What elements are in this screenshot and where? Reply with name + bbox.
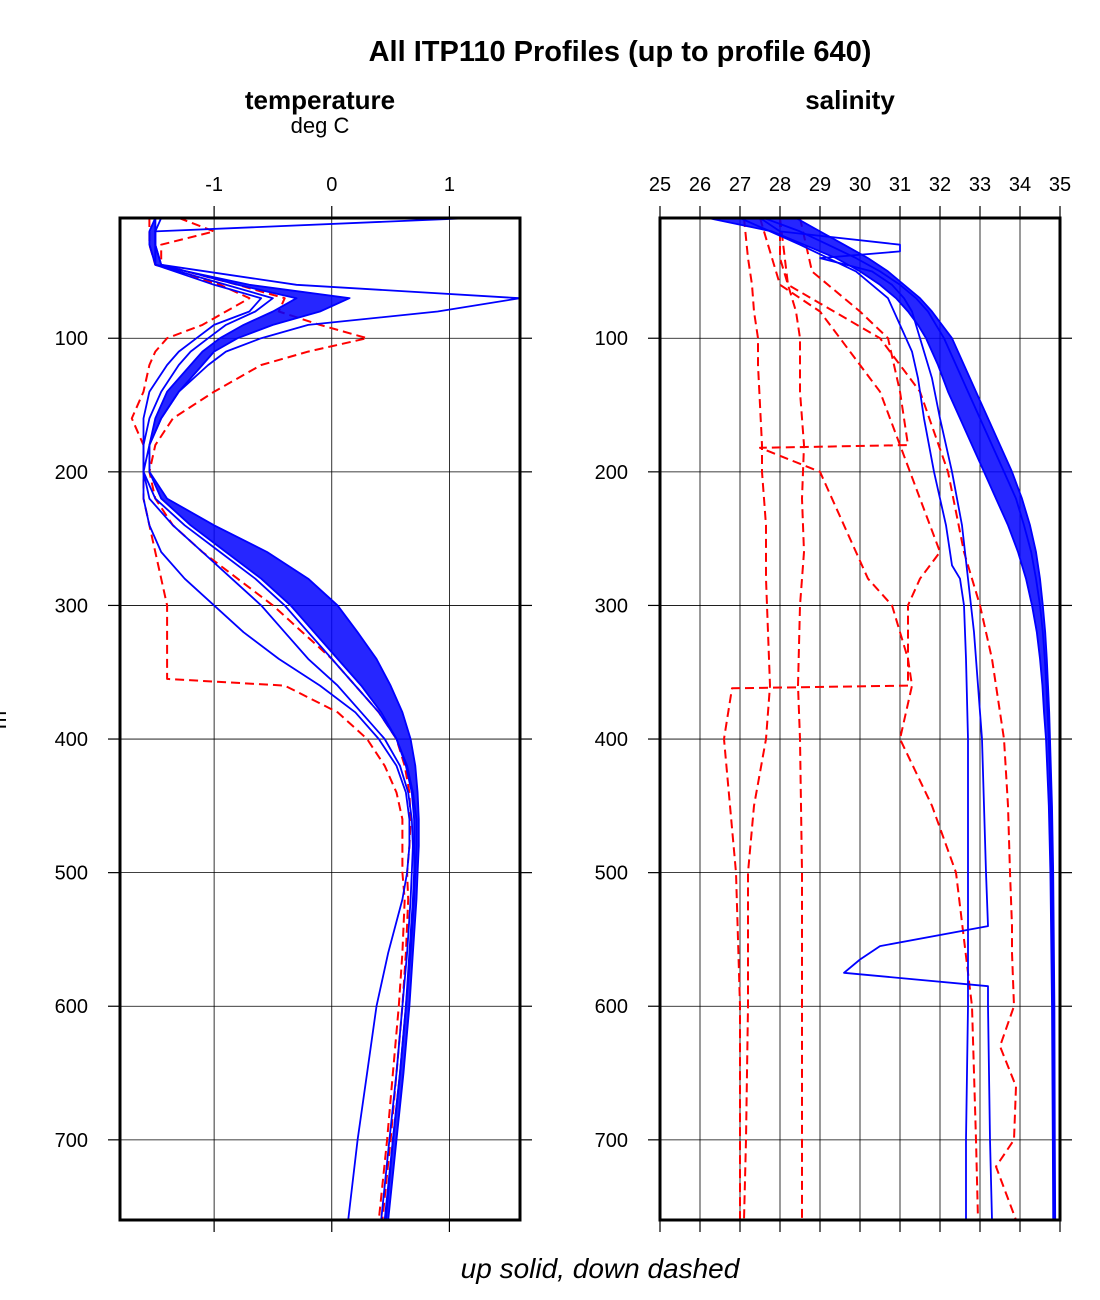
- temperature-y-tick-label: 300: [55, 595, 88, 617]
- salinity-y-tick-label: 600: [595, 996, 628, 1018]
- salinity-x-tick-label: 25: [649, 174, 671, 196]
- salinity-y-tick-label: 200: [595, 462, 628, 484]
- salinity-x-tick-label: 28: [769, 174, 791, 196]
- salinity-up-profile-line: [763, 218, 1056, 1220]
- temperature-panel: -1 0 1 100 200 300 400 500 600 700: [55, 174, 532, 1232]
- temperature-grid: [120, 218, 520, 1220]
- salinity-y-tick-label: 300: [595, 595, 628, 617]
- temperature-profiles: [130, 218, 520, 1220]
- salinity-up-profile-line: [739, 218, 969, 1220]
- temperature-profile-group: [130, 218, 520, 1220]
- salinity-up-profile-band: [707, 218, 1056, 1220]
- salinity-x-tick-label: 32: [929, 174, 951, 196]
- temperature-x-tick-label: -1: [205, 174, 223, 196]
- salinity-y-tick-label: 400: [595, 729, 628, 751]
- salinity-x-tick-label: 31: [889, 174, 911, 196]
- temperature-up-profile-line: [142, 218, 411, 1220]
- temperature-y-tick-label: 200: [55, 462, 88, 484]
- salinity-y-tick-label: 100: [595, 328, 628, 350]
- salinity-x-tick-label: 33: [969, 174, 991, 196]
- salinity-y-tick-label: 500: [595, 863, 628, 885]
- temperature-down-profile-line: [130, 218, 406, 1220]
- salinity-up-profile-line: [759, 218, 993, 1220]
- temperature-up-profile-line: [142, 218, 414, 1220]
- salinity-x-tick-label: 30: [849, 174, 871, 196]
- chart-title: All ITP110 Profiles (up to profile 640): [369, 36, 872, 68]
- temperature-axes: -1 0 1 100 200 300 400 500 600 700: [55, 174, 532, 1232]
- temperature-y-tick-label: 600: [55, 996, 88, 1018]
- salinity-profile-group: [707, 218, 1057, 1220]
- temperature-x-tick-label: 0: [326, 174, 337, 196]
- salinity-x-tick-label: 27: [729, 174, 751, 196]
- temperature-y-tick-label: 500: [55, 863, 88, 885]
- salinity-x-tick-label: 29: [809, 174, 831, 196]
- salinity-plot-frame: [658, 216, 1062, 1222]
- temperature-x-tick-label: 1: [444, 174, 455, 196]
- panel-title-temperature: temperature: [245, 85, 395, 115]
- salinity-up-profile-line: [795, 218, 1057, 1220]
- temperature-up-profile-band: [148, 218, 420, 1220]
- salinity-down-profile-line: [723, 218, 941, 1220]
- chart-caption: up solid, down dashed: [461, 1253, 741, 1284]
- panel-title-salinity: salinity: [805, 85, 895, 115]
- salinity-axes: 25 26 27 28 29 30 31 32 33 34 35 100 200 300 400 500 600…: [595, 174, 1072, 1232]
- salinity-down-profile-line: [779, 218, 805, 1220]
- panel-unit-temperature: deg C: [291, 113, 350, 138]
- salinity-x-tick-label: 26: [689, 174, 711, 196]
- salinity-x-tick-label: 35: [1049, 174, 1071, 196]
- salinity-y-tick-label: 700: [595, 1130, 628, 1152]
- salinity-down-profile-line: [759, 218, 979, 1220]
- salinity-panel: 25 26 27 28 29 30 31 32 33 34 35 100 200 300 400 500 600…: [595, 174, 1072, 1232]
- temperature-y-tick-label: 700: [55, 1130, 88, 1152]
- temperature-y-tick-label: 100: [55, 328, 88, 350]
- temperature-plot-frame: [118, 216, 522, 1222]
- salinity-x-tick-label: 34: [1009, 174, 1031, 196]
- salinity-down-profile-line: [743, 218, 771, 1220]
- y-axis-label: m: [0, 711, 11, 729]
- salinity-profiles: [707, 218, 1057, 1220]
- temperature-y-tick-label: 400: [55, 729, 88, 751]
